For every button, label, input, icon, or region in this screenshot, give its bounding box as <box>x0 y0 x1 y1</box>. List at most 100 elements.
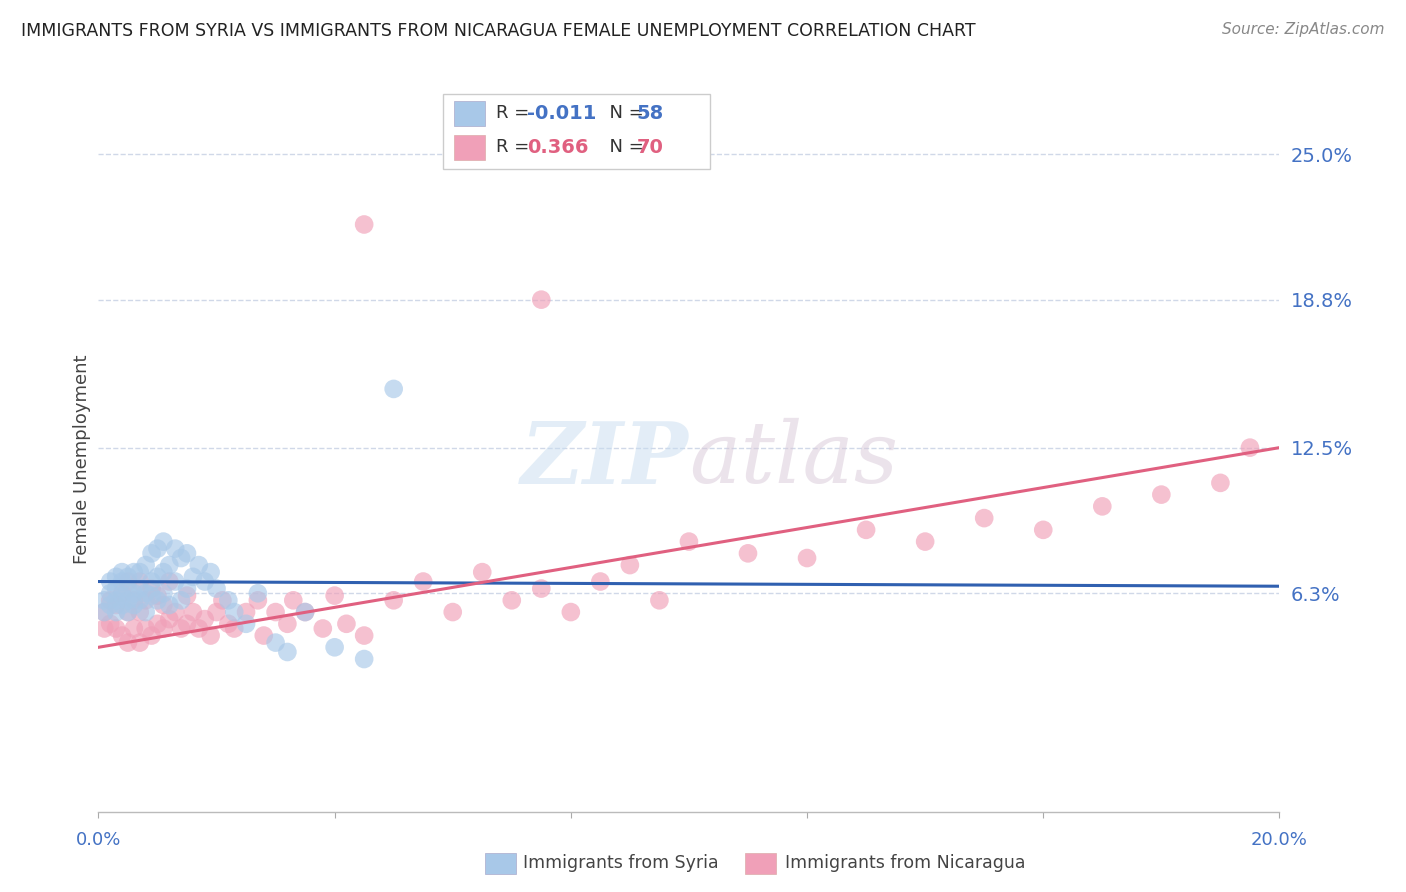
Point <box>264 635 287 649</box>
Point <box>246 586 269 600</box>
Point <box>117 605 139 619</box>
Point <box>181 605 204 619</box>
Point <box>737 546 759 560</box>
Point <box>117 635 139 649</box>
Point <box>157 574 180 589</box>
Text: Immigrants from Nicaragua: Immigrants from Nicaragua <box>785 855 1025 872</box>
Point <box>1209 475 1232 490</box>
Point <box>530 582 553 596</box>
Text: 0.366: 0.366 <box>527 137 589 157</box>
Point <box>111 589 134 603</box>
Text: 70: 70 <box>637 137 664 157</box>
Point <box>128 605 150 619</box>
Point <box>176 582 198 596</box>
Point <box>157 558 180 573</box>
Point <box>111 598 134 612</box>
Point <box>294 605 316 619</box>
Point <box>224 622 246 636</box>
Point <box>98 593 121 607</box>
Point <box>914 534 936 549</box>
Point <box>93 605 115 619</box>
Point <box>105 598 128 612</box>
Point <box>187 558 209 573</box>
Point <box>382 382 405 396</box>
Point <box>117 593 139 607</box>
Point <box>165 541 187 556</box>
Text: 58: 58 <box>637 103 664 123</box>
Point <box>170 593 193 607</box>
Point <box>98 586 121 600</box>
Point <box>187 622 209 636</box>
Point <box>382 593 405 607</box>
Text: -0.011: -0.011 <box>527 103 596 123</box>
Point <box>135 586 157 600</box>
Point <box>141 574 163 589</box>
Point <box>1091 500 1114 514</box>
Point <box>170 551 193 566</box>
Point <box>1032 523 1054 537</box>
Point <box>135 593 157 607</box>
Point <box>93 593 115 607</box>
Point <box>619 558 641 573</box>
Text: IMMIGRANTS FROM SYRIA VS IMMIGRANTS FROM NICARAGUA FEMALE UNEMPLOYMENT CORRELATI: IMMIGRANTS FROM SYRIA VS IMMIGRANTS FROM… <box>21 22 976 40</box>
Point <box>501 593 523 607</box>
Point <box>93 622 115 636</box>
Point <box>648 593 671 607</box>
Point <box>253 628 276 642</box>
Point <box>152 565 174 579</box>
Point <box>170 622 193 636</box>
Point <box>353 628 375 642</box>
Point <box>105 622 128 636</box>
Point <box>264 605 287 619</box>
Text: N =: N = <box>598 138 650 156</box>
Point <box>176 546 198 560</box>
Point <box>141 628 163 642</box>
Point <box>128 582 150 596</box>
Point <box>128 565 150 579</box>
Point <box>200 565 222 579</box>
Point <box>323 640 346 655</box>
Point <box>855 523 877 537</box>
Point <box>141 546 163 560</box>
Point <box>111 586 134 600</box>
Point <box>141 582 163 596</box>
Text: R =: R = <box>496 104 536 122</box>
Point <box>152 622 174 636</box>
Point <box>211 593 233 607</box>
Point <box>122 565 145 579</box>
Text: ZIP: ZIP <box>522 417 689 501</box>
Point <box>122 593 145 607</box>
Point <box>165 605 187 619</box>
Point <box>294 605 316 619</box>
Point <box>1150 487 1173 501</box>
Point <box>176 616 198 631</box>
Point <box>135 622 157 636</box>
Point <box>152 598 174 612</box>
Point <box>165 574 187 589</box>
Point <box>141 589 163 603</box>
Point <box>111 565 134 579</box>
Point <box>146 589 169 603</box>
Point <box>678 534 700 549</box>
Point <box>973 511 995 525</box>
Point <box>146 570 169 584</box>
Point <box>111 574 134 589</box>
Point <box>323 589 346 603</box>
Point <box>560 605 582 619</box>
Text: N =: N = <box>598 104 650 122</box>
Point <box>224 605 246 619</box>
Point <box>796 551 818 566</box>
Point <box>276 616 298 631</box>
Point <box>152 586 174 600</box>
Point <box>117 570 139 584</box>
Point <box>335 616 357 631</box>
Point <box>312 622 335 636</box>
Point <box>441 605 464 619</box>
Point <box>235 616 257 631</box>
Point <box>217 616 239 631</box>
Point <box>217 593 239 607</box>
Text: 0.0%: 0.0% <box>76 830 121 848</box>
Point <box>471 565 494 579</box>
Y-axis label: Female Unemployment: Female Unemployment <box>73 355 91 564</box>
Point <box>157 598 180 612</box>
